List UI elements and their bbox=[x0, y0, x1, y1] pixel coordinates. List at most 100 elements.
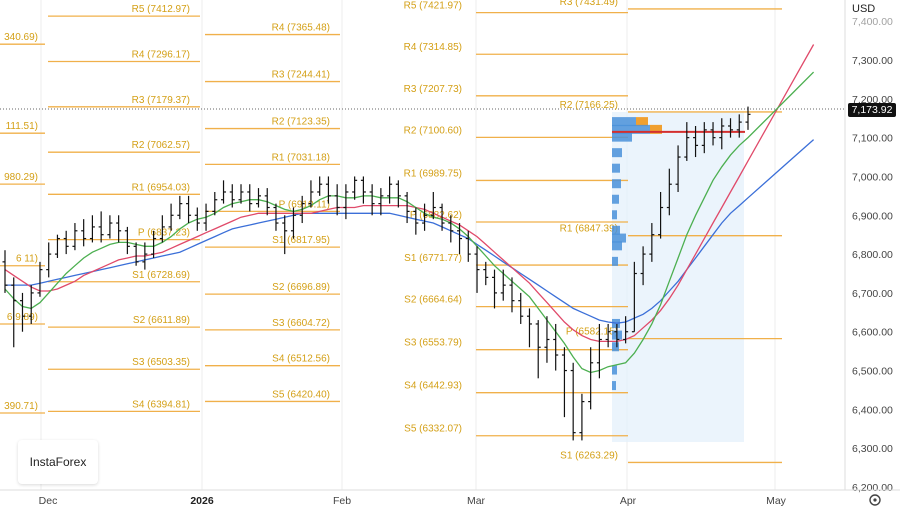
settings-gear-icon[interactable] bbox=[869, 494, 881, 506]
pivot-label: 340.69) bbox=[4, 32, 38, 43]
ohlc-bar bbox=[2, 250, 8, 293]
ohlc-bar bbox=[422, 203, 428, 231]
ohlc-bar bbox=[658, 191, 664, 239]
ohlc-bar bbox=[28, 285, 34, 324]
ohlc-bar bbox=[212, 191, 218, 216]
gear-ring bbox=[869, 494, 881, 506]
ohlc-bar bbox=[124, 226, 130, 255]
volume-profile-bar bbox=[612, 132, 632, 142]
y-tick-label: 7,400.00 bbox=[852, 16, 893, 28]
volume-profile-bar bbox=[612, 194, 619, 204]
pivot-label: S3 (6503.35) bbox=[132, 357, 190, 368]
ohlc-bar bbox=[325, 176, 331, 204]
ohlc-bar bbox=[352, 176, 358, 200]
pivot-label: 6 11) bbox=[16, 254, 38, 265]
ohlc-bar bbox=[255, 188, 261, 208]
x-tick-label: Apr bbox=[620, 495, 637, 507]
ohlc-bar bbox=[492, 269, 498, 309]
pivot-label: S5 (6420.40) bbox=[272, 389, 330, 400]
ohlc-bar bbox=[457, 223, 463, 255]
x-tick-label: May bbox=[766, 495, 787, 507]
ohlc-bar bbox=[553, 323, 559, 371]
volume-profile-bar bbox=[612, 163, 620, 173]
ohlc-bar bbox=[684, 122, 690, 161]
ohlc-bar bbox=[631, 261, 637, 333]
ohlc-bar bbox=[151, 230, 157, 258]
pivot-label: S1 (6817.95) bbox=[272, 235, 330, 246]
currency-label[interactable]: USD bbox=[852, 3, 876, 15]
pivot-label: P (6837.23) bbox=[138, 228, 190, 239]
ohlc-bar bbox=[308, 180, 314, 208]
pivot-label: S1 (6263.29) bbox=[560, 450, 618, 461]
ohlc-bar bbox=[395, 180, 401, 208]
x-tick-label: Mar bbox=[467, 495, 486, 507]
volume-profile-bar bbox=[636, 117, 648, 127]
pivot-label: S2 (6611.89) bbox=[133, 315, 190, 326]
ohlc-bar bbox=[736, 114, 742, 138]
volume-profile-bar bbox=[612, 381, 616, 391]
ohlc-bar bbox=[596, 323, 602, 379]
pivot-label: S3 (6553.79) bbox=[404, 338, 462, 349]
volume-profile-bar bbox=[612, 342, 619, 352]
pivot-label: S1 (6728.69) bbox=[132, 270, 190, 281]
ohlc-bar bbox=[203, 203, 209, 231]
x-tick-label: Dec bbox=[39, 495, 58, 507]
ohlc-bar bbox=[413, 207, 419, 235]
ohlc-bar bbox=[378, 188, 384, 216]
pivot-label: R3 (7244.41) bbox=[272, 70, 330, 81]
pivot-label: P (6910.11) bbox=[279, 199, 330, 210]
gear-center bbox=[873, 498, 877, 502]
ohlc-bar bbox=[701, 122, 707, 154]
ohlc-bar bbox=[299, 195, 305, 224]
ohlc-bar bbox=[343, 184, 349, 220]
ohlc-bar bbox=[430, 191, 436, 220]
volume-profile-bar bbox=[612, 233, 626, 243]
pivot-label: R5 (7412.97) bbox=[132, 4, 190, 15]
ohlc-bar bbox=[186, 195, 192, 224]
ohlc-bar bbox=[264, 188, 270, 216]
pivot-label: R1 (6954.03) bbox=[132, 182, 190, 193]
ohlc-bar bbox=[518, 292, 524, 324]
volume-profile-bar bbox=[612, 117, 636, 127]
ohlc-bar bbox=[500, 269, 506, 301]
pivot-label: R2 (7062.57) bbox=[132, 140, 190, 151]
ohlc-bar bbox=[116, 215, 122, 243]
volume-profile-bar bbox=[612, 365, 617, 375]
ohlc-bar bbox=[710, 122, 716, 146]
ohlc-bar bbox=[168, 203, 174, 231]
volume-profile-bar bbox=[612, 256, 618, 266]
y-tick-label: 7,200.00 bbox=[852, 94, 893, 106]
pivot-label: S3 (6604.72) bbox=[272, 318, 330, 329]
ohlc-bar bbox=[72, 223, 78, 251]
ohlc-bar bbox=[133, 242, 139, 266]
pivot-label: R5 (7421.97) bbox=[404, 1, 462, 12]
ohlc-bar bbox=[282, 215, 288, 255]
ohlc-bar bbox=[273, 203, 279, 231]
ohlc-bar bbox=[719, 118, 725, 150]
ohlc-bar bbox=[561, 347, 567, 418]
ohlc-bar bbox=[439, 203, 445, 231]
pivot-label: R4 (7365.48) bbox=[272, 23, 330, 34]
y-tick-label: 6,300.00 bbox=[852, 443, 893, 455]
x-tick-label: Feb bbox=[333, 495, 351, 507]
pivot-label: R3 (7179.37) bbox=[132, 95, 190, 106]
ohlc-bar bbox=[483, 261, 489, 286]
pivot-label: R4 (7314.85) bbox=[404, 42, 462, 53]
ohlc-bar bbox=[37, 261, 43, 297]
candles bbox=[2, 106, 751, 441]
ma-mid-line bbox=[4, 44, 815, 343]
pivot-label: S4 (6512.56) bbox=[272, 354, 330, 365]
pivot-label: S1 (6771.77) bbox=[404, 253, 462, 264]
ohlc-bar bbox=[46, 242, 52, 278]
ohlc-bar bbox=[579, 393, 585, 441]
ohlc-bar bbox=[81, 219, 87, 247]
ohlc-bar bbox=[247, 184, 253, 212]
y-tick-label: 6,200.00 bbox=[852, 482, 893, 494]
ohlc-bar bbox=[290, 207, 296, 239]
y-tick-label: 6,500.00 bbox=[852, 366, 893, 378]
y-tick-label: 7,100.00 bbox=[852, 133, 893, 145]
ohlc-bar bbox=[640, 246, 646, 286]
pivot-label: 980.29) bbox=[4, 172, 38, 183]
